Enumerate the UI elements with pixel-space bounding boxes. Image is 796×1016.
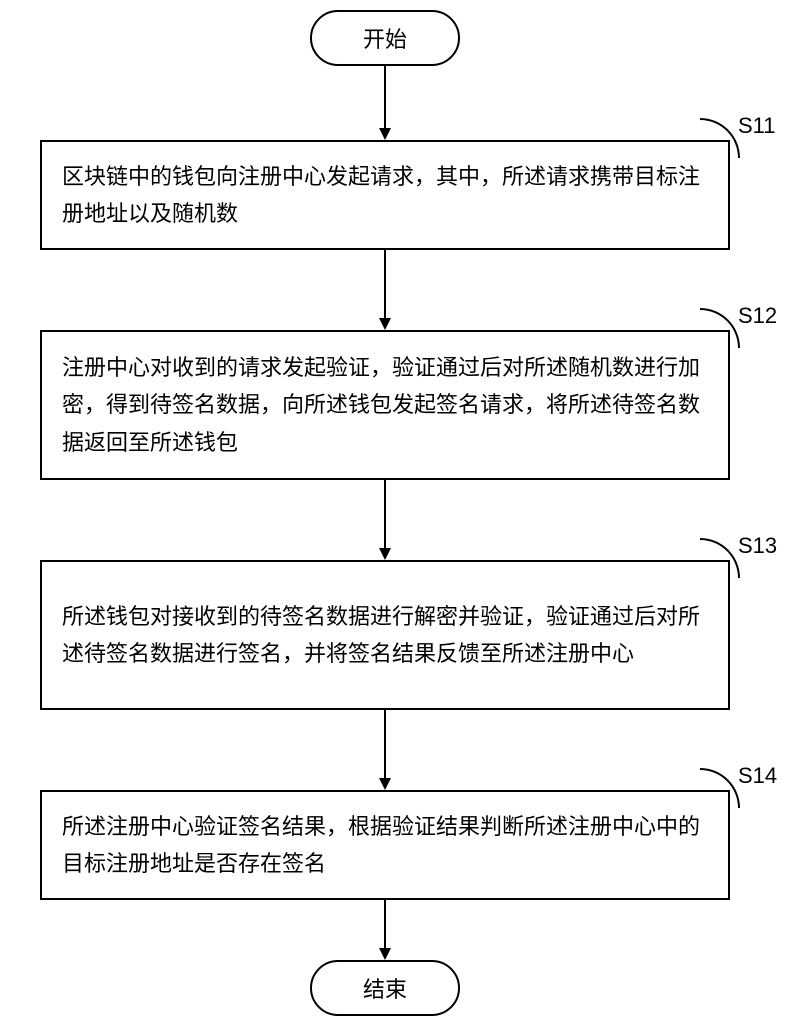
end-node: 结束 [310,960,460,1016]
process-s12-text: 注册中心对收到的请求发起验证，验证通过后对所述随机数进行加密，得到待签名数据，向… [62,349,708,461]
label-curve-s13 [700,538,740,578]
process-s14: 所述注册中心验证签名结果，根据验证结果判断所述注册中心中的目标注册地址是否存在签… [40,790,730,900]
step-label-s13: S13 [738,533,777,559]
end-label: 结束 [363,972,407,1004]
process-s13-text: 所述钱包对接收到的待签名数据进行解密并验证，验证通过后对所述待签名数据进行签名，… [62,598,708,673]
label-curve-s11 [700,118,740,158]
process-s14-text: 所述注册中心验证签名结果，根据验证结果判断所述注册中心中的目标注册地址是否存在签… [62,808,708,883]
process-s11: 区块链中的钱包向注册中心发起请求，其中，所述请求携带目标注册地址以及随机数 [40,140,730,250]
arrow-start-s11 [375,66,395,140]
arrow-s12-s13 [375,480,395,560]
arrow-s13-s14 [375,710,395,790]
process-s11-text: 区块链中的钱包向注册中心发起请求，其中，所述请求携带目标注册地址以及随机数 [62,158,708,233]
step-label-s11: S11 [738,113,776,139]
step-label-s12: S12 [738,303,777,329]
process-s12: 注册中心对收到的请求发起验证，验证通过后对所述随机数进行加密，得到待签名数据，向… [40,330,730,480]
start-node: 开始 [310,10,460,66]
arrow-s14-end [375,900,395,960]
label-curve-s14 [700,768,740,808]
step-label-s14: S14 [738,763,777,789]
flowchart-container: 开始 区块链中的钱包向注册中心发起请求，其中，所述请求携带目标注册地址以及随机数… [0,0,796,1000]
label-curve-s12 [700,308,740,348]
arrow-s11-s12 [375,250,395,330]
process-s13: 所述钱包对接收到的待签名数据进行解密并验证，验证通过后对所述待签名数据进行签名，… [40,560,730,710]
start-label: 开始 [363,22,407,54]
